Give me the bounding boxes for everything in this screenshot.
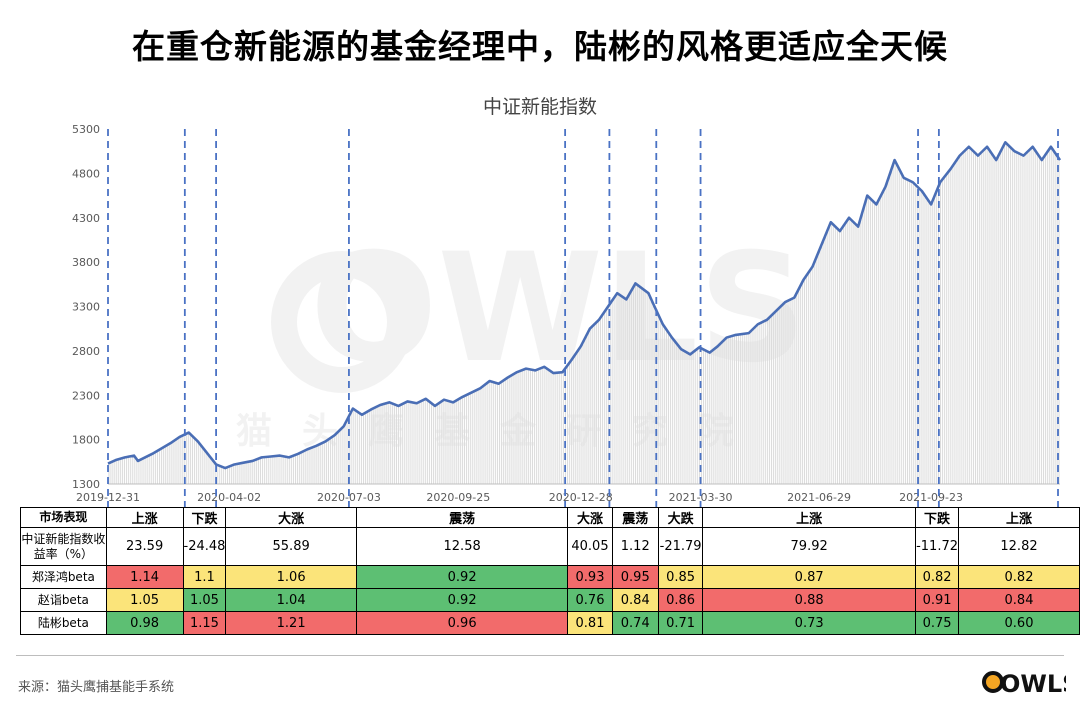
table-cell: 0.74 xyxy=(611,611,659,635)
table-cell: 0.81 xyxy=(567,611,613,635)
x-tick-label: 2020-09-25 xyxy=(426,491,490,504)
table-cell: 下跌 xyxy=(915,507,960,528)
table-cell: 1.21 xyxy=(225,611,357,635)
table-cell: 0.95 xyxy=(611,565,659,589)
y-tick-label: 4300 xyxy=(72,212,100,225)
table-cell: 0.92 xyxy=(355,588,569,612)
table-cell: 大跌 xyxy=(657,507,704,528)
y-tick-label: 1300 xyxy=(72,478,100,491)
table-cell: -11.72 xyxy=(915,527,960,566)
table-cell: 0.87 xyxy=(702,565,917,589)
table-row: 赵诣beta 1.05 1.05 1.04 0.92 0.76 0.84 0.86 0.88 0.… xyxy=(20,588,1080,612)
y-tick-label: 3800 xyxy=(72,256,100,269)
row-label: 郑泽鸿beta xyxy=(20,565,107,589)
table-cell: 震荡 xyxy=(611,507,659,528)
table-cell: 0.84 xyxy=(611,588,659,612)
table-cell: 1.15 xyxy=(182,611,227,635)
watermark-owl-eye xyxy=(271,251,413,393)
table-cell: 1.04 xyxy=(225,588,357,612)
table-cell: 0.60 xyxy=(958,611,1080,635)
row-label: 陆彬beta xyxy=(20,611,107,635)
x-tick-label: 2020-04-02 xyxy=(197,491,261,504)
watermark-logo: OWLS xyxy=(310,222,807,396)
table-cell: 79.92 xyxy=(702,527,917,566)
performance-table: 市场表现 上涨 下跌 大涨 震荡 大涨 震荡 大跌 上涨 下跌 上涨 中证新能指数收益率（%） 23.5… xyxy=(20,507,1080,635)
plot-area: 5300 4800 4300 3800 3300 2800 2300 1800 13002019… xyxy=(72,123,1062,507)
chart-title: 中证新能指数 xyxy=(482,96,597,118)
watermark: OWLS 猫头鹰基金研究院 xyxy=(236,222,807,452)
row-label: 中证新能指数收益率（%） xyxy=(20,527,107,566)
y-tick-label: 3300 xyxy=(72,301,100,314)
x-tick-label: 2020-12-28 xyxy=(549,491,613,504)
x-tick-label: 2020-07-03 xyxy=(317,491,381,504)
table-cell: 1.05 xyxy=(182,588,227,612)
table-cell: 55.89 xyxy=(225,527,357,566)
table-cell: 下跌 xyxy=(182,507,227,528)
table-cell: -24.48 xyxy=(182,527,227,566)
row-label: 市场表现 xyxy=(20,507,107,528)
table-cell: 0.75 xyxy=(915,611,960,635)
table-cell: 大涨 xyxy=(567,507,613,528)
table-cell: 0.84 xyxy=(958,588,1080,612)
x-tick-label: 2021-09-23 xyxy=(899,491,963,504)
table-row: 郑泽鸿beta 1.14 1.1 1.06 0.92 0.93 0.95 0.85 0.87 0.… xyxy=(20,565,1080,589)
y-tick-label: 2800 xyxy=(72,345,100,358)
table-cell: 上涨 xyxy=(958,507,1080,528)
table-cell: 0.88 xyxy=(702,588,917,612)
x-tick-label: 2019-12-31 xyxy=(76,491,140,504)
table-cell: 0.82 xyxy=(915,565,960,589)
row-label: 赵诣beta xyxy=(20,588,107,612)
x-tick-label: 2021-03-30 xyxy=(669,491,733,504)
table-cell: 1.1 xyxy=(182,565,227,589)
x-tick-label: 2021-06-29 xyxy=(787,491,851,504)
table-cell: 0.98 xyxy=(105,611,184,635)
table-cell: 0.85 xyxy=(657,565,704,589)
table-cell: 0.91 xyxy=(915,588,960,612)
table-cell: 23.59 xyxy=(105,527,184,566)
table-cell: 1.12 xyxy=(611,527,659,566)
index-chart: OWLS 猫头鹰基金研究院 5300 4800 4300 3800 3300 2800 23… xyxy=(72,123,1062,507)
table-cell: 1.05 xyxy=(105,588,184,612)
index-line xyxy=(107,141,1062,470)
table-cell: 12.82 xyxy=(958,527,1080,566)
table-cell: -21.79 xyxy=(657,527,704,566)
y-tick-label: 1800 xyxy=(72,434,100,447)
table-row: 中证新能指数收益率（%） 23.59 -24.48 55.89 12.58 40.05 1.… xyxy=(20,527,1080,566)
table-cell: 0.82 xyxy=(958,565,1080,589)
table-cell: 0.92 xyxy=(355,565,569,589)
main-title: 在重仓新能源的基金经理中，陆彬的风格更适应全天候 xyxy=(132,27,948,66)
table-cell: 0.96 xyxy=(355,611,569,635)
table-row: 市场表现 上涨 下跌 大涨 震荡 大涨 震荡 大跌 上涨 下跌 上涨 xyxy=(20,507,1080,528)
owls-logo-eye xyxy=(982,671,1004,693)
y-tick-label: 5300 xyxy=(72,123,100,136)
table-cell: 上涨 xyxy=(702,507,917,528)
table-cell: 0.76 xyxy=(567,588,613,612)
owls-logo: OWLS xyxy=(982,670,1066,696)
table-cell: 0.86 xyxy=(657,588,704,612)
footer-divider xyxy=(16,655,1064,656)
table-row: 陆彬beta 0.98 1.15 1.21 0.96 0.81 0.74 0.71 0.73 0.… xyxy=(20,611,1080,635)
table-cell: 1.06 xyxy=(225,565,357,589)
table-cell: 40.05 xyxy=(567,527,613,566)
table-cell: 12.58 xyxy=(355,527,569,566)
table-cell: 0.73 xyxy=(702,611,917,635)
table-cell: 上涨 xyxy=(105,507,184,528)
table-cell: 0.93 xyxy=(567,565,613,589)
table-cell: 1.14 xyxy=(105,565,184,589)
table-cell: 大涨 xyxy=(225,507,357,528)
source-note: 来源：猫头鹰捕基能手系统 xyxy=(18,680,175,695)
y-tick-label: 2300 xyxy=(72,389,100,402)
y-tick-label: 4800 xyxy=(72,167,100,180)
table-cell: 0.71 xyxy=(657,611,704,635)
owls-logo-text: OWLS xyxy=(1000,670,1066,696)
table-cell: 震荡 xyxy=(355,507,569,528)
